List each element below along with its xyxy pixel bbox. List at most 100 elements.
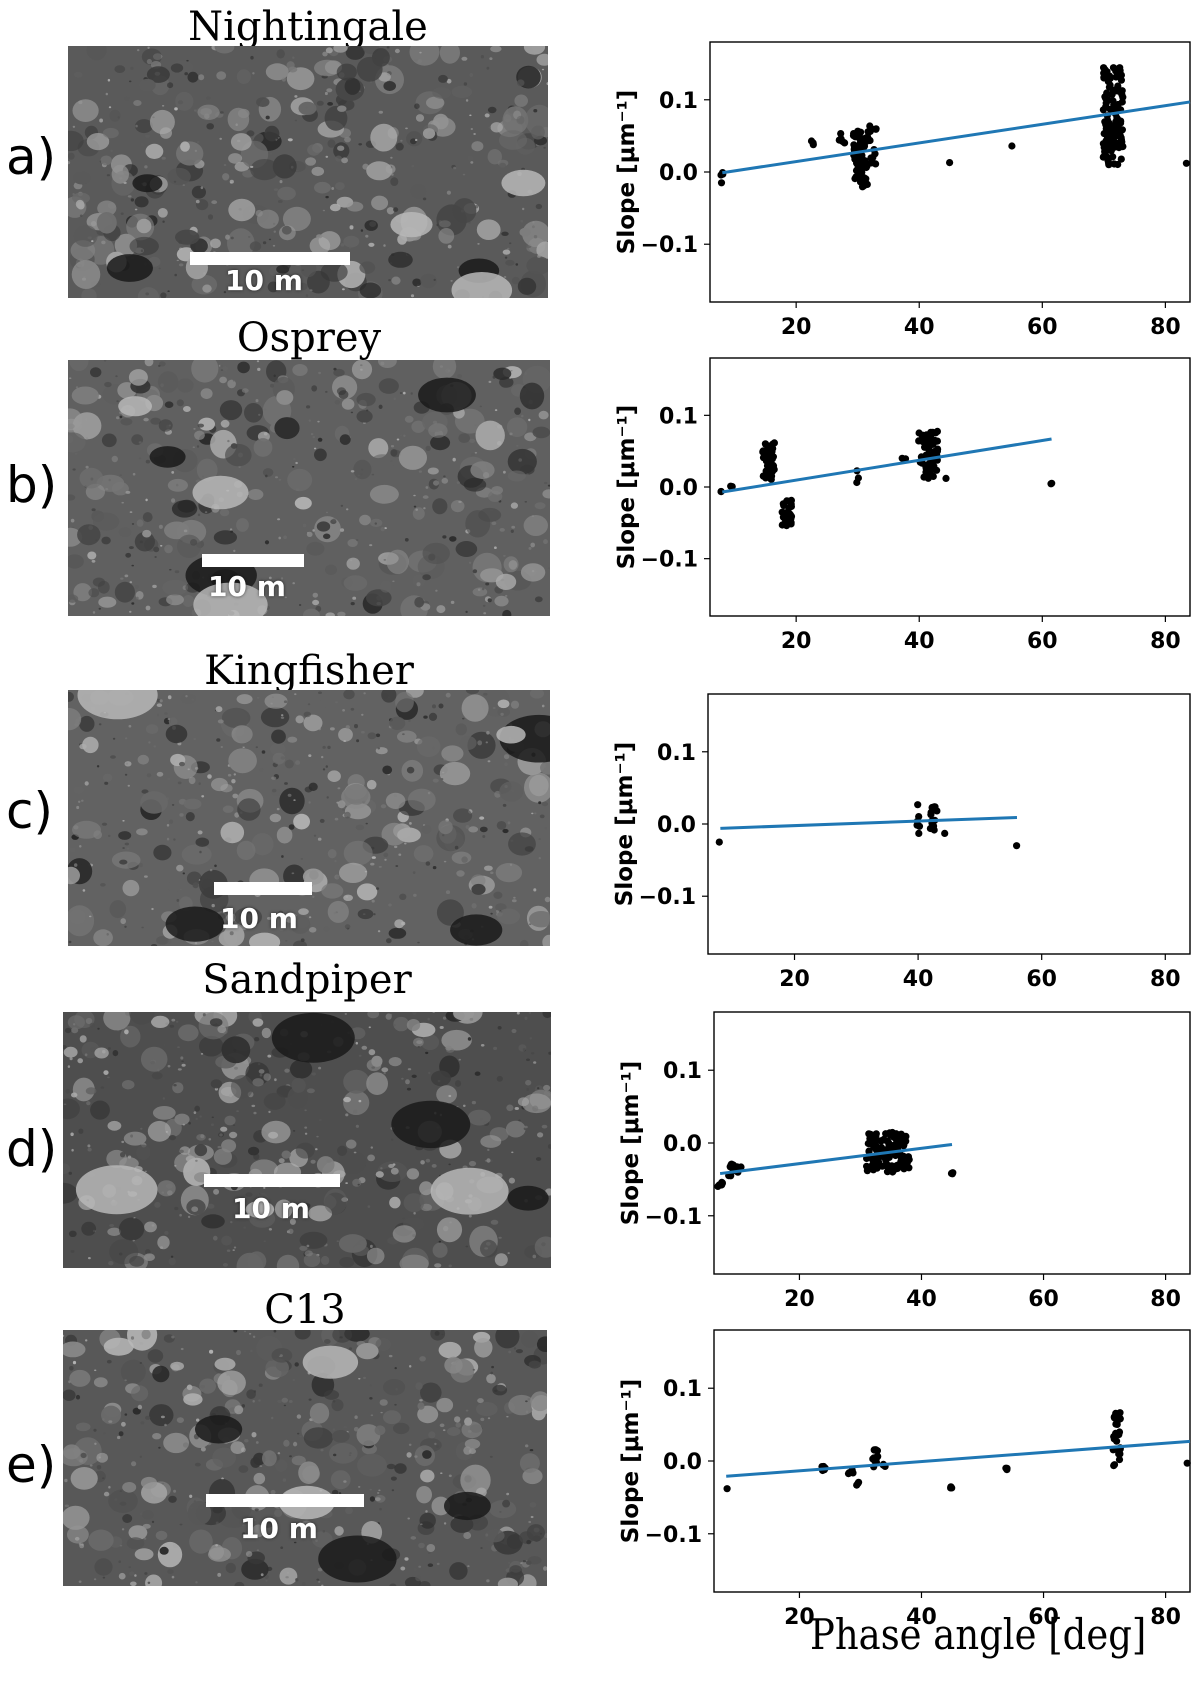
plot-frame — [709, 357, 1191, 617]
data-point — [921, 432, 929, 440]
data-point — [858, 183, 867, 191]
data-point — [942, 474, 950, 482]
x-tick-label: 60 — [1028, 1287, 1059, 1312]
data-point — [841, 139, 849, 147]
surface-image — [63, 1012, 551, 1268]
data-point — [1109, 153, 1117, 161]
data-point — [761, 440, 769, 448]
data-point — [723, 1485, 731, 1493]
panel-letter: c) — [6, 782, 53, 840]
data-point — [733, 1163, 741, 1171]
scatter-plot: 0.1 0.0 −0.1 20 40 60 80 Slope [μm⁻¹] — [614, 357, 1191, 654]
data-point — [934, 445, 942, 453]
data-point — [900, 1142, 908, 1150]
x-tick-label: 40 — [906, 1605, 937, 1630]
data-point — [867, 159, 876, 167]
data-point — [769, 440, 777, 448]
data-point — [1115, 144, 1123, 152]
data-point — [1117, 155, 1125, 163]
plot-frame — [713, 1011, 1191, 1275]
data-point — [1109, 97, 1117, 105]
surface-image — [68, 690, 550, 946]
x-tick-label: 80 — [1150, 967, 1181, 992]
data-point — [759, 448, 767, 456]
data-point — [927, 811, 935, 819]
data-point — [865, 1147, 873, 1155]
data-point — [847, 1468, 855, 1476]
data-point — [925, 438, 933, 446]
surface-image — [68, 46, 548, 298]
data-point — [718, 1178, 726, 1186]
fit-line — [726, 1439, 1191, 1478]
data-point — [1183, 1459, 1191, 1467]
y-tick-label: −0.1 — [645, 1523, 702, 1548]
data-point — [948, 1484, 956, 1492]
data-point — [871, 1456, 879, 1465]
data-point — [1102, 137, 1110, 145]
data-point — [860, 143, 868, 151]
y-tick-label: 0.0 — [657, 813, 696, 838]
data-point — [715, 838, 723, 846]
data-point — [871, 1135, 879, 1143]
surface-photo — [68, 46, 548, 298]
y-tick-label: −0.1 — [641, 233, 698, 258]
data-point — [787, 514, 795, 523]
x-tick-label: 80 — [1150, 1605, 1181, 1630]
scale-label: 10 m — [220, 902, 298, 935]
x-tick-label: 20 — [781, 315, 812, 340]
data-point — [763, 462, 772, 470]
x-tick-label: 60 — [1027, 315, 1058, 340]
data-point — [885, 1140, 893, 1148]
data-point — [1182, 159, 1190, 167]
data-point — [922, 468, 930, 476]
data-point — [897, 1157, 905, 1165]
data-point — [927, 428, 935, 436]
data-point — [787, 520, 795, 528]
y-axis-label: Slope [μm⁻¹] — [614, 405, 640, 569]
data-point — [727, 482, 735, 490]
panel-letter: a) — [6, 128, 57, 186]
surface-photo — [68, 690, 550, 946]
y-tick-label: 0.1 — [657, 741, 696, 766]
scatter-plot: 0.1 0.0 −0.1 20 40 60 80 Slope [μm⁻¹] — [618, 1011, 1191, 1312]
plot-frame — [707, 693, 1191, 955]
x-tick-label: 80 — [1150, 1287, 1181, 1312]
scale-label: 10 m — [240, 1512, 318, 1545]
data-point — [915, 829, 923, 837]
data-point — [894, 1136, 902, 1144]
fit-line — [722, 437, 1052, 494]
data-point — [930, 462, 938, 470]
fit-line — [719, 1142, 953, 1176]
fit-line — [720, 816, 1018, 830]
data-point — [1102, 99, 1110, 107]
data-point — [933, 427, 941, 435]
data-point — [768, 472, 776, 480]
data-point — [769, 462, 778, 470]
data-point — [1110, 143, 1118, 151]
surface-photo — [63, 1012, 551, 1268]
data-point — [1117, 76, 1125, 84]
data-point — [1100, 143, 1108, 151]
data-point — [1116, 67, 1124, 75]
x-tick-label: 40 — [904, 315, 935, 340]
fit-line — [722, 100, 1191, 175]
data-point — [835, 136, 843, 144]
data-point — [869, 153, 877, 162]
scatter-plot: 0.1 0.0 −0.1 20 40 60 80 Slope [μm⁻¹] — [618, 1329, 1191, 1630]
data-point — [873, 1164, 881, 1172]
data-point — [1110, 134, 1118, 142]
x-tick-label: 80 — [1150, 629, 1181, 654]
data-point — [857, 164, 865, 173]
data-point — [915, 822, 924, 830]
x-tick-label: 20 — [784, 1605, 815, 1630]
data-point — [1008, 142, 1016, 150]
data-point — [871, 1446, 879, 1454]
data-point — [850, 141, 858, 149]
scatter-plot: 0.1 0.0 −0.1 20 40 60 80 Slope [μm⁻¹] — [612, 693, 1191, 992]
data-point — [877, 1137, 885, 1145]
data-point — [759, 472, 767, 480]
data-point — [863, 1167, 871, 1175]
data-point — [867, 126, 875, 134]
y-axis-label: Slope [μm⁻¹] — [614, 90, 640, 254]
slope-plot-panel: 0.1 0.0 −0.1 20 40 60 80 Slope [μm⁻¹] — [618, 1329, 1191, 1630]
